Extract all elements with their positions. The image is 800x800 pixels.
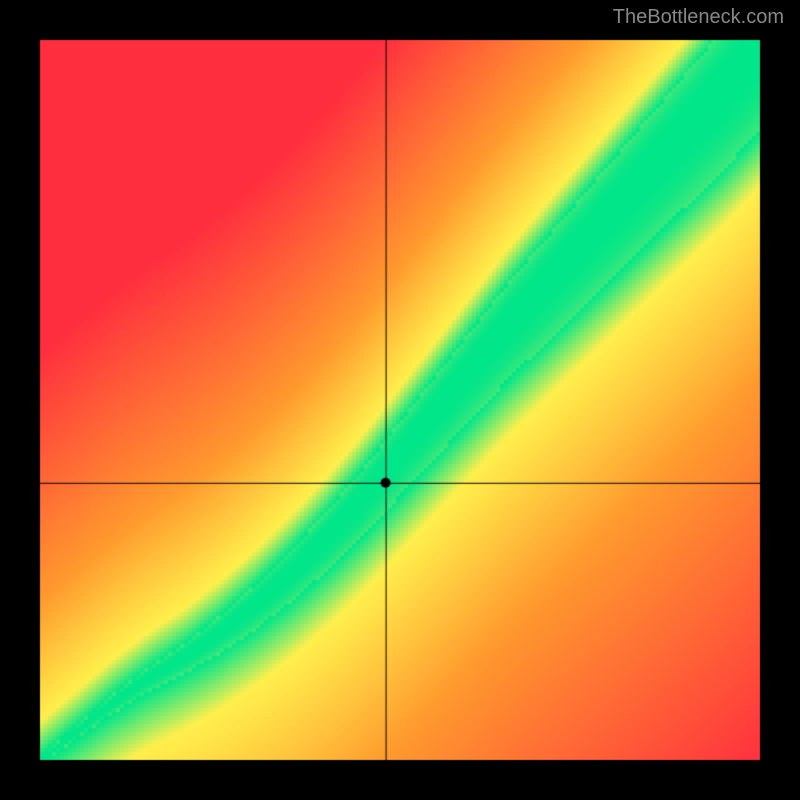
- chart-container: TheBottleneck.com: [0, 0, 800, 800]
- watermark-text: TheBottleneck.com: [613, 6, 784, 29]
- heatmap-canvas: [0, 0, 800, 800]
